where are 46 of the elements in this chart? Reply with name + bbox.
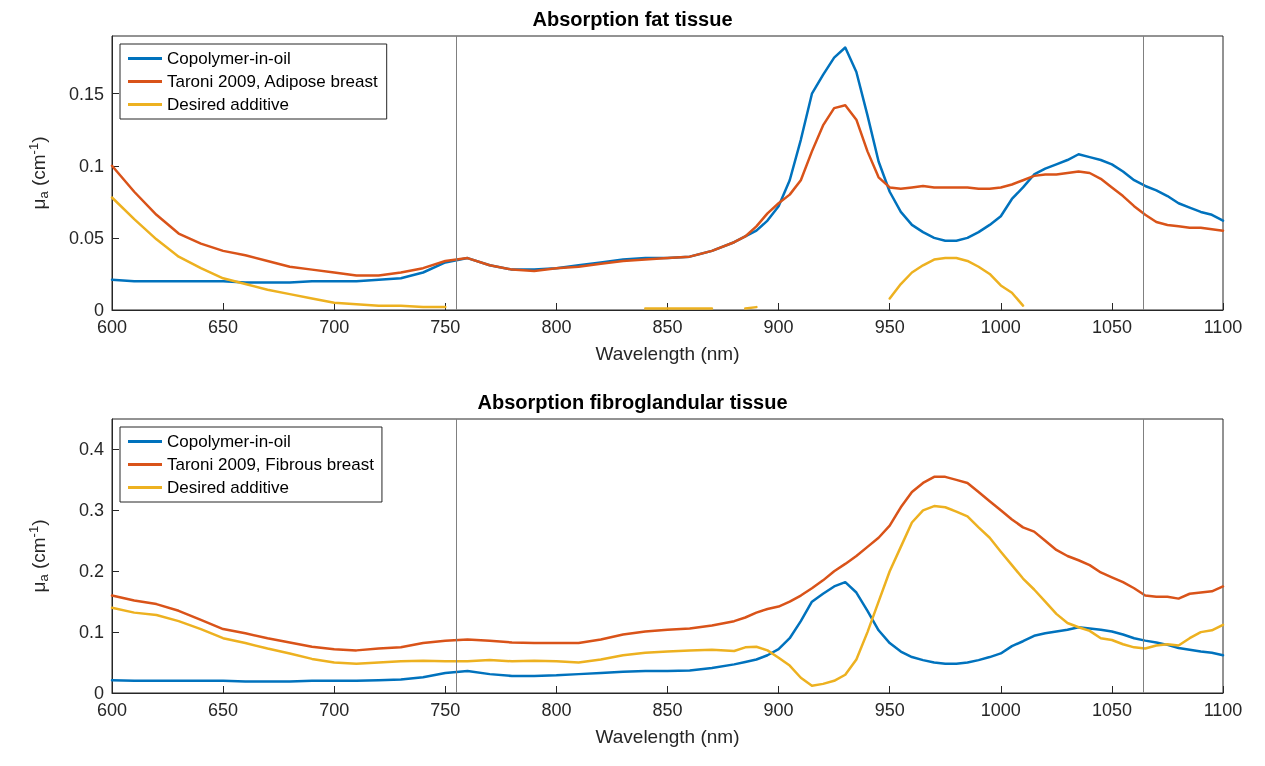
y-tick-label: 0.1	[78, 622, 104, 643]
x-tick-label: 1050	[1091, 700, 1132, 720]
y-axis-title: μa (cm-1)	[26, 519, 51, 593]
legend-label: Desired additive	[167, 95, 289, 114]
x-tick-label: 650	[208, 317, 239, 337]
x-tick-label: 600	[96, 317, 128, 337]
y-tick-label: 0	[93, 683, 104, 703]
x-axis-title: Wavelength (nm)	[595, 343, 740, 364]
x-tick-label: 750	[430, 317, 461, 337]
x-tick-label: 900	[763, 700, 794, 720]
legend-label: Taroni 2009, Adipose breast	[167, 72, 379, 91]
x-tick-label: 750	[430, 700, 461, 720]
legend-label: Taroni 2009, Fibrous breast	[167, 455, 375, 474]
y-tick-label: 0.3	[78, 500, 104, 521]
x-tick-label: 1050	[1091, 317, 1132, 337]
y-axis-title: μa (cm-1)	[26, 136, 51, 210]
x-tick-label: 1100	[1203, 700, 1243, 720]
y-tick-label: 0.4	[78, 439, 104, 460]
x-tick-label: 650	[208, 700, 239, 720]
x-tick-label: 950	[874, 700, 905, 720]
x-tick-label: 850	[652, 317, 683, 337]
x-tick-label: 900	[763, 317, 794, 337]
x-tick-label: 700	[319, 317, 350, 337]
y-tick-label: 0.15	[68, 83, 104, 104]
x-tick-label: 1000	[980, 700, 1021, 720]
x-tick-label: 1000	[980, 317, 1021, 337]
x-axis-title: Wavelength (nm)	[595, 726, 740, 747]
legend-label: Desired additive	[167, 478, 289, 497]
x-tick-label: 600	[96, 700, 128, 720]
legend-label: Copolymer-in-oil	[167, 432, 291, 451]
chart-title: Absorption fat tissue	[532, 8, 733, 30]
x-tick-label: 700	[319, 700, 350, 720]
x-tick-label: 800	[541, 317, 572, 337]
legend-label: Copolymer-in-oil	[167, 49, 291, 68]
x-tick-label: 950	[874, 317, 905, 337]
x-tick-label: 1100	[1203, 317, 1243, 337]
y-tick-label: 0.2	[78, 561, 104, 582]
y-tick-label: 0.1	[78, 155, 104, 176]
line-series	[110, 580, 1225, 683]
x-tick-label: 850	[652, 700, 683, 720]
y-tick-label: 0.05	[68, 227, 104, 248]
chart-title: Absorption fibroglandular tissue	[477, 391, 788, 413]
x-tick-label: 800	[541, 700, 572, 720]
y-tick-label: 0	[93, 300, 104, 320]
line-series	[110, 475, 1225, 652]
line-series	[110, 504, 1225, 687]
